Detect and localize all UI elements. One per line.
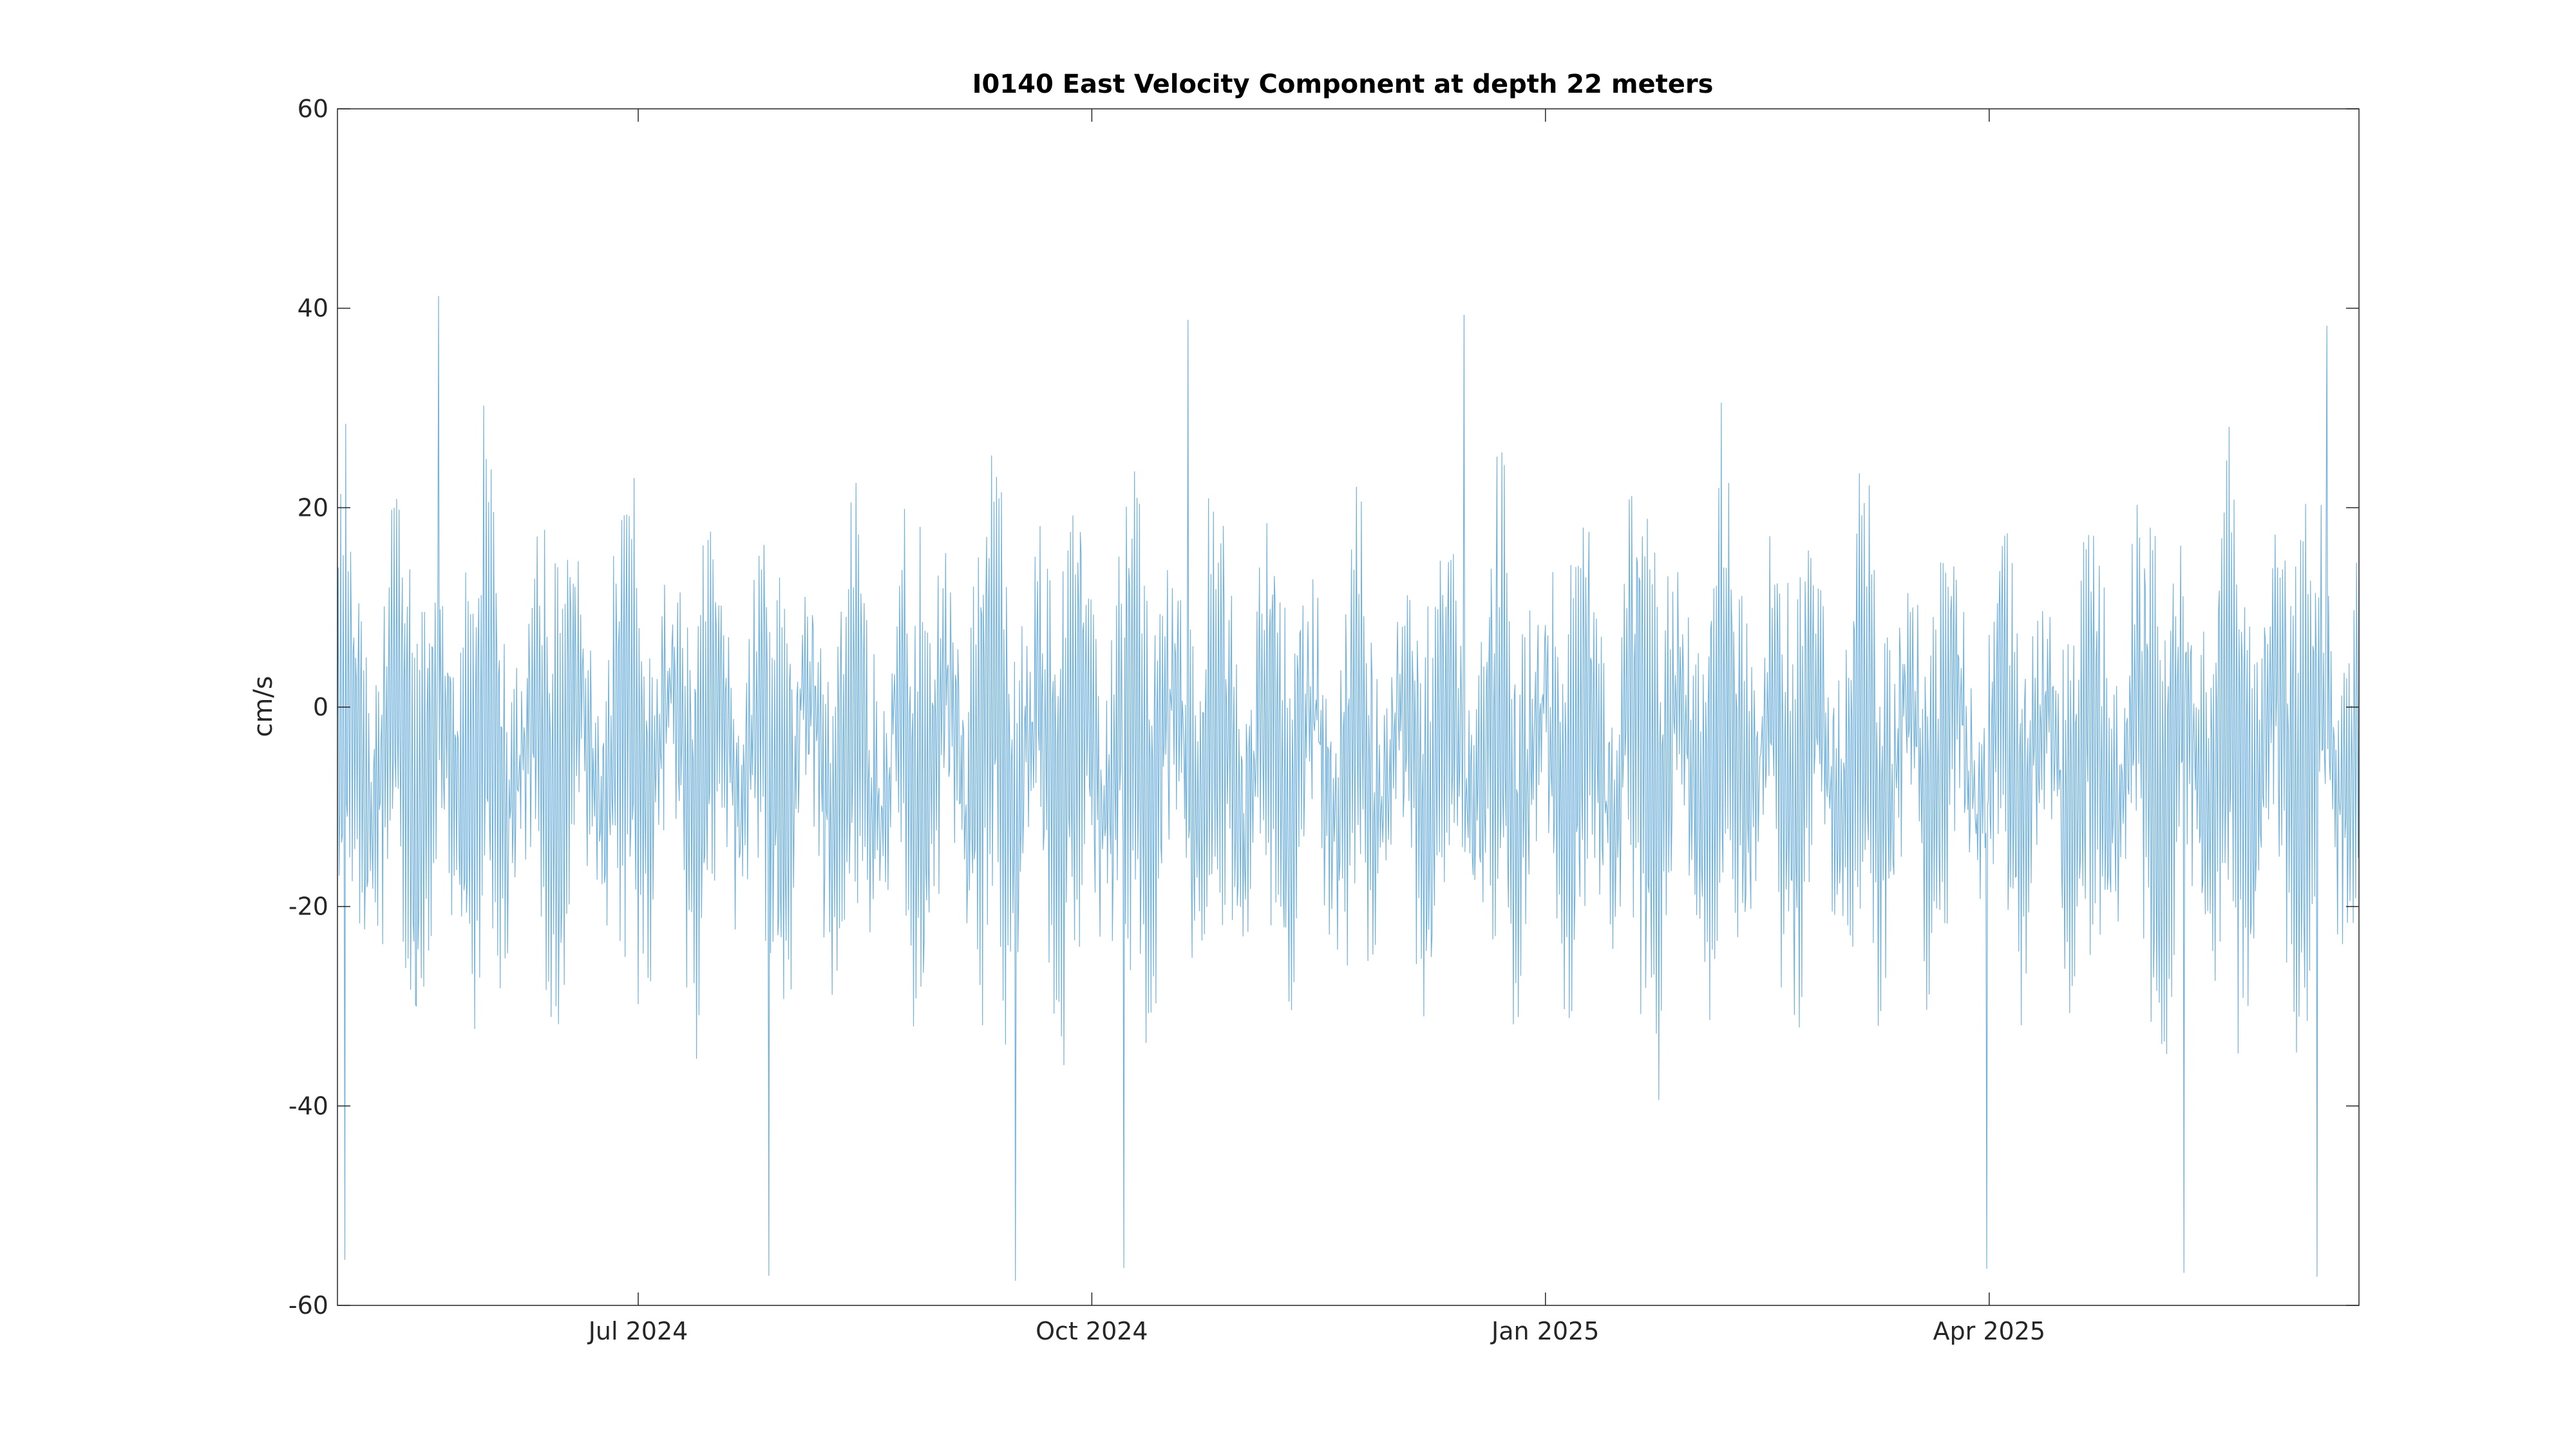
x-tick-label: Oct 2024 bbox=[1036, 1317, 1148, 1345]
x-tick-label: Apr 2025 bbox=[1933, 1317, 2046, 1345]
x-axis-ticks: Jul 2024 Oct 2024 Jan 2025 Apr 2025 bbox=[587, 109, 2045, 1345]
chart-title: I0140 East Velocity Component at depth 2… bbox=[972, 70, 1714, 99]
y-tick-label: 0 bbox=[313, 693, 328, 721]
y-tick-label: 60 bbox=[298, 95, 328, 123]
x-tick-label: Jan 2025 bbox=[1490, 1317, 1599, 1345]
y-axis-ticks: -60 -40 -20 0 20 40 60 bbox=[289, 95, 2359, 1320]
y-axis-label: cm/s bbox=[249, 676, 278, 737]
y-tick-label: -20 bbox=[289, 893, 328, 921]
y-tick-label: 20 bbox=[298, 493, 328, 522]
axes-box bbox=[337, 108, 2360, 1306]
x-tick-label: Jul 2024 bbox=[587, 1317, 688, 1345]
y-tick-label: -40 bbox=[289, 1092, 328, 1120]
y-tick-label: -60 bbox=[289, 1291, 328, 1320]
series-line-east-velocity bbox=[337, 296, 2360, 1281]
y-tick-label: 40 bbox=[298, 294, 328, 323]
plot-area: -60 -40 -20 0 20 40 60 Jul 2024 Oct 2024 Jan 202… bbox=[289, 95, 2360, 1345]
